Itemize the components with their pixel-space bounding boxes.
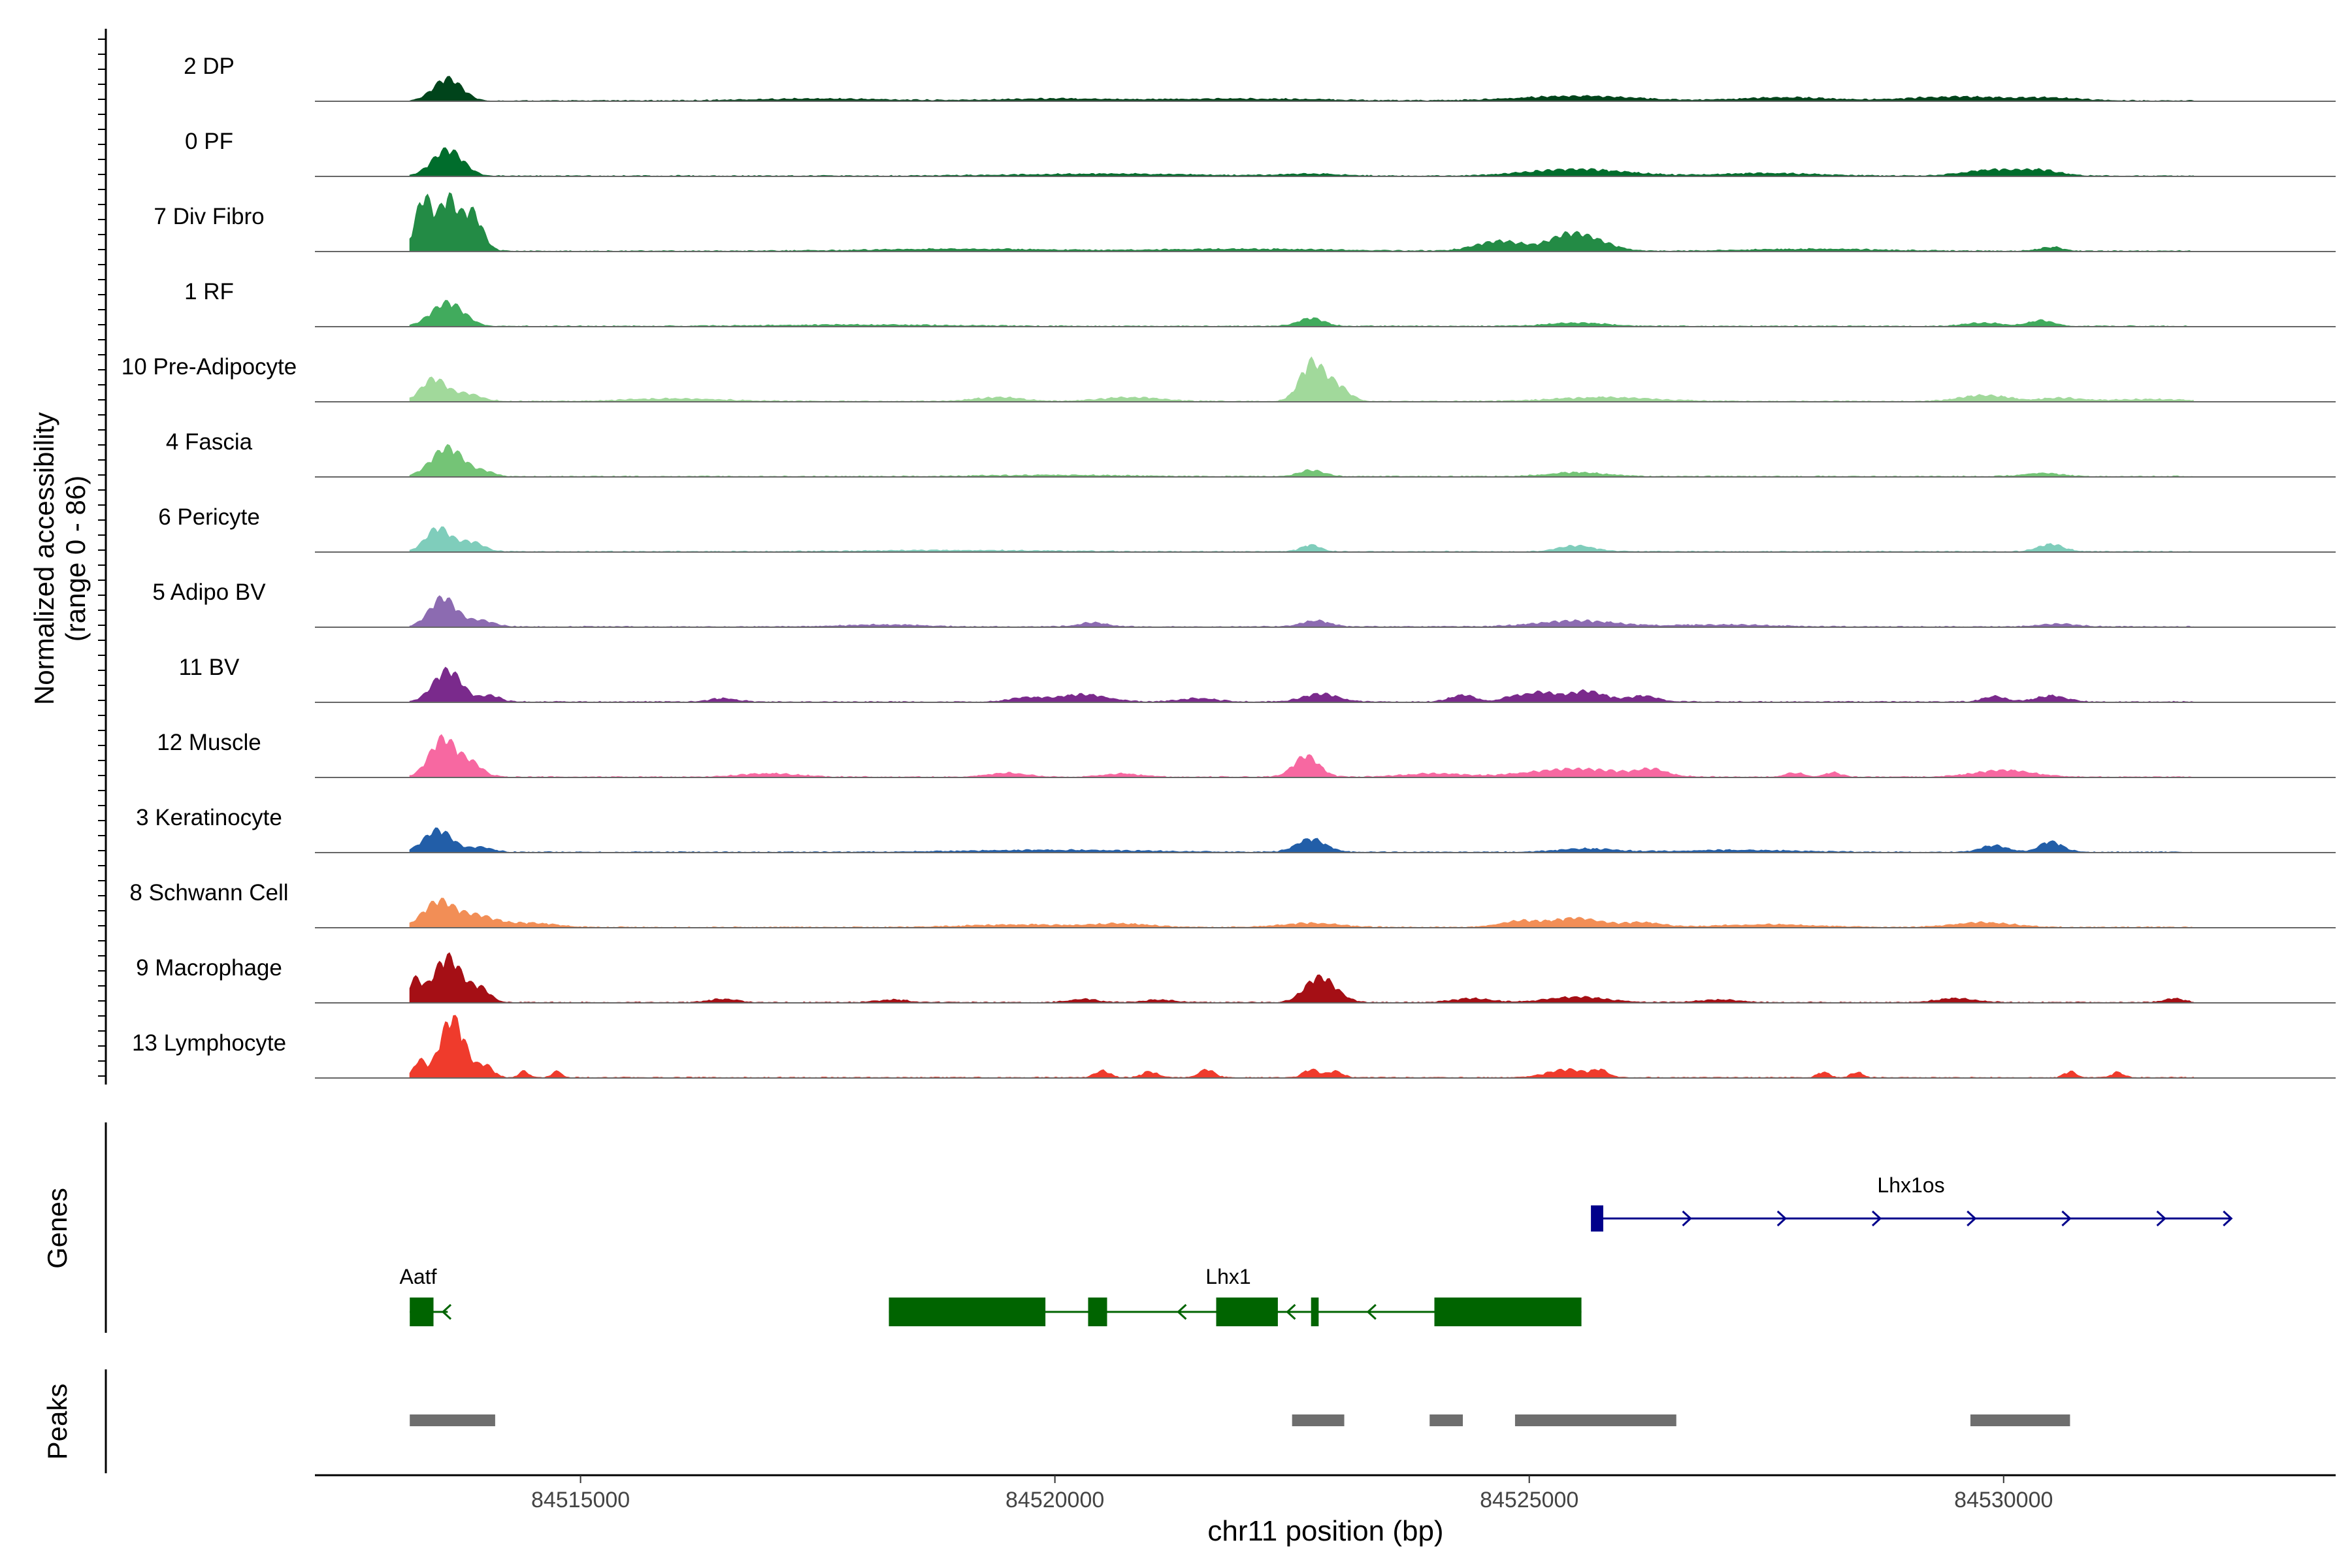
track-4: 1 RF bbox=[184, 279, 2336, 327]
gene-label: Aatf bbox=[400, 1265, 437, 1288]
track-11: 3 Keratinocyte bbox=[136, 805, 2336, 853]
peak-region bbox=[410, 1414, 495, 1426]
gene-exon bbox=[1216, 1298, 1278, 1326]
track-label: 6 Pericyte bbox=[158, 504, 260, 530]
track-label: 10 Pre-Adipocyte bbox=[122, 354, 297, 380]
gene-label: Lhx1os bbox=[1877, 1173, 1944, 1197]
track-signal bbox=[409, 526, 2194, 553]
peak-region bbox=[1429, 1414, 1463, 1426]
peak-region bbox=[1514, 1414, 1676, 1426]
track-label: 4 Fascia bbox=[166, 429, 253, 455]
track-label: 9 Macrophage bbox=[136, 955, 282, 981]
track-13: 9 Macrophage bbox=[136, 952, 2336, 1004]
track-label: 5 Adipo BV bbox=[152, 580, 266, 605]
track-signal bbox=[409, 952, 2194, 1004]
y-axis-accessibility: Normalized accessibility (range 0 - 86) bbox=[29, 29, 107, 1085]
y-axis-ticks bbox=[98, 39, 106, 1077]
track-signal bbox=[409, 734, 2194, 778]
x-axis-title: chr11 position (bp) bbox=[1207, 1515, 1443, 1547]
peaks-panel: Peaks bbox=[42, 1369, 2070, 1473]
track-signal bbox=[409, 192, 2194, 252]
strand-arrow bbox=[1967, 1210, 1977, 1227]
track-signal bbox=[409, 1015, 2194, 1079]
track-signal bbox=[409, 666, 2194, 703]
track-signal bbox=[409, 356, 2194, 402]
x-tick-label: 84520000 bbox=[1005, 1488, 1104, 1512]
strand-arrow bbox=[2156, 1210, 2166, 1227]
strand-arrow bbox=[2223, 1210, 2233, 1227]
gene-exon bbox=[889, 1298, 1046, 1326]
track-10: 12 Muscle bbox=[157, 730, 2336, 778]
track-label: 3 Keratinocyte bbox=[136, 805, 282, 830]
track-signal bbox=[409, 147, 2194, 177]
peak-region bbox=[1292, 1414, 1345, 1426]
strand-arrow bbox=[1776, 1210, 1787, 1227]
track-3: 7 Div Fibro bbox=[154, 192, 2336, 252]
strand-arrow bbox=[1366, 1303, 1377, 1320]
strand-arrow bbox=[441, 1303, 452, 1320]
peak-regions bbox=[410, 1414, 2070, 1426]
x-tick-label: 84530000 bbox=[1954, 1488, 2053, 1512]
track-signal bbox=[409, 827, 2194, 853]
gene-lhx1os: Lhx1os bbox=[1591, 1173, 2233, 1232]
track-signal bbox=[409, 444, 2194, 478]
genes-axis-label: Genes bbox=[42, 1188, 73, 1269]
track-label: 7 Div Fibro bbox=[154, 204, 264, 229]
track-label: 12 Muscle bbox=[157, 730, 261, 755]
strand-arrow bbox=[1682, 1210, 1692, 1227]
track-14: 13 Lymphocyte bbox=[132, 1015, 2336, 1079]
gene-label: Lhx1 bbox=[1205, 1265, 1250, 1288]
strand-arrow bbox=[1286, 1303, 1296, 1320]
track-signal bbox=[409, 76, 2194, 102]
track-label: 0 PF bbox=[185, 129, 233, 154]
track-6: 4 Fascia bbox=[166, 429, 2336, 478]
peaks-axis-label: Peaks bbox=[42, 1384, 73, 1460]
track-1: 2 DP bbox=[184, 54, 2336, 102]
gene-exon bbox=[410, 1298, 434, 1326]
gene-exon bbox=[1311, 1298, 1319, 1326]
x-axis: 84515000 84520000 84525000 84530000 chr11 p… bbox=[315, 1474, 2336, 1547]
accessibility-tracks: 2 DP 0 PF 7 Div Fibro 1 RF 10 Pre-Adipocyte 4… bbox=[122, 54, 2336, 1079]
track-2: 0 PF bbox=[185, 129, 2336, 177]
y-axis-title-line2: (range 0 - 86) bbox=[60, 476, 91, 642]
track-5: 10 Pre-Adipocyte bbox=[122, 354, 2336, 402]
track-12: 8 Schwann Cell bbox=[129, 880, 2336, 928]
track-label: 11 BV bbox=[179, 655, 240, 680]
strand-arrow bbox=[1177, 1303, 1187, 1320]
track-8: 5 Adipo BV bbox=[152, 580, 2336, 628]
track-9: 11 BV bbox=[179, 655, 2336, 703]
gene-models: Lhx1os Aatf Lhx1 bbox=[400, 1173, 2233, 1326]
x-axis-ticks: 84515000 84520000 84525000 84530000 bbox=[531, 1475, 2053, 1512]
track-label: 2 DP bbox=[184, 54, 235, 79]
gene-exon bbox=[1434, 1298, 1582, 1326]
gene-lhx1: Lhx1 bbox=[889, 1265, 1582, 1326]
y-axis-title-line1: Normalized accessibility bbox=[29, 412, 59, 705]
genes-panel: Genes Lhx1os Aatf Lhx1 bbox=[42, 1122, 2233, 1333]
peak-region bbox=[1970, 1414, 2070, 1426]
track-label: 13 Lymphocyte bbox=[132, 1030, 286, 1056]
gene-aatf: Aatf bbox=[400, 1265, 452, 1326]
strand-arrow bbox=[2061, 1210, 2072, 1227]
strand-arrow bbox=[1871, 1210, 1882, 1227]
gene-exon bbox=[1088, 1298, 1107, 1326]
track-signal bbox=[409, 300, 2194, 327]
track-7: 6 Pericyte bbox=[158, 504, 2336, 553]
gene-exon bbox=[1591, 1205, 1603, 1232]
track-label: 1 RF bbox=[184, 279, 234, 304]
x-tick-label: 84515000 bbox=[531, 1488, 630, 1512]
track-signal bbox=[409, 898, 2194, 928]
x-tick-label: 84525000 bbox=[1480, 1488, 1578, 1512]
track-signal bbox=[409, 595, 2194, 628]
track-label: 8 Schwann Cell bbox=[129, 880, 288, 906]
